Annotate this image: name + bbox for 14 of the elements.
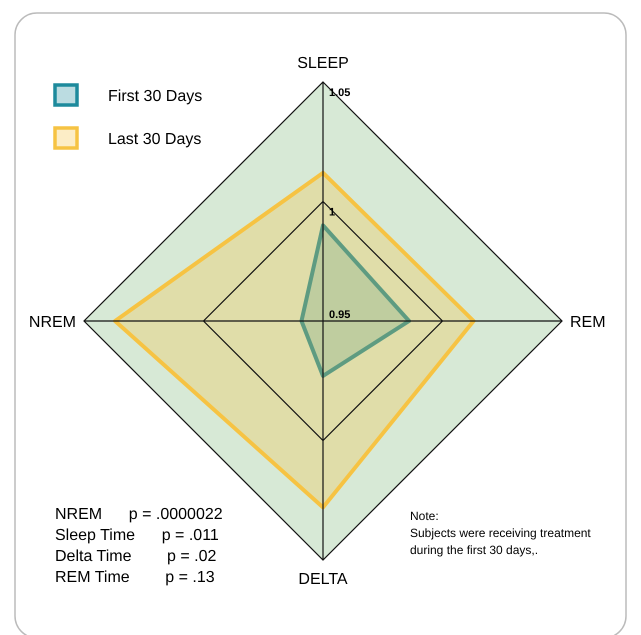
spoke-label: DELTA [298,571,348,588]
text: REM Time p = .13 [55,569,215,586]
text: Sleep Time p = .011 [55,527,219,544]
legend-label: First 30 Days [108,88,202,105]
y-tick-label: 0.95 [329,309,350,321]
text: Delta Time p = .02 [55,548,217,565]
text: during the first 30 days,. [410,543,538,557]
text: Subjects were receiving treatment [410,526,592,540]
spoke-label: SLEEP [297,55,349,72]
text: NREM p = .0000022 [55,506,223,523]
spoke-label: NREM [28,314,76,331]
spoke-label: REM [570,314,606,331]
text: Note: [410,509,439,523]
legend-label: Last 30 Days [108,131,202,148]
